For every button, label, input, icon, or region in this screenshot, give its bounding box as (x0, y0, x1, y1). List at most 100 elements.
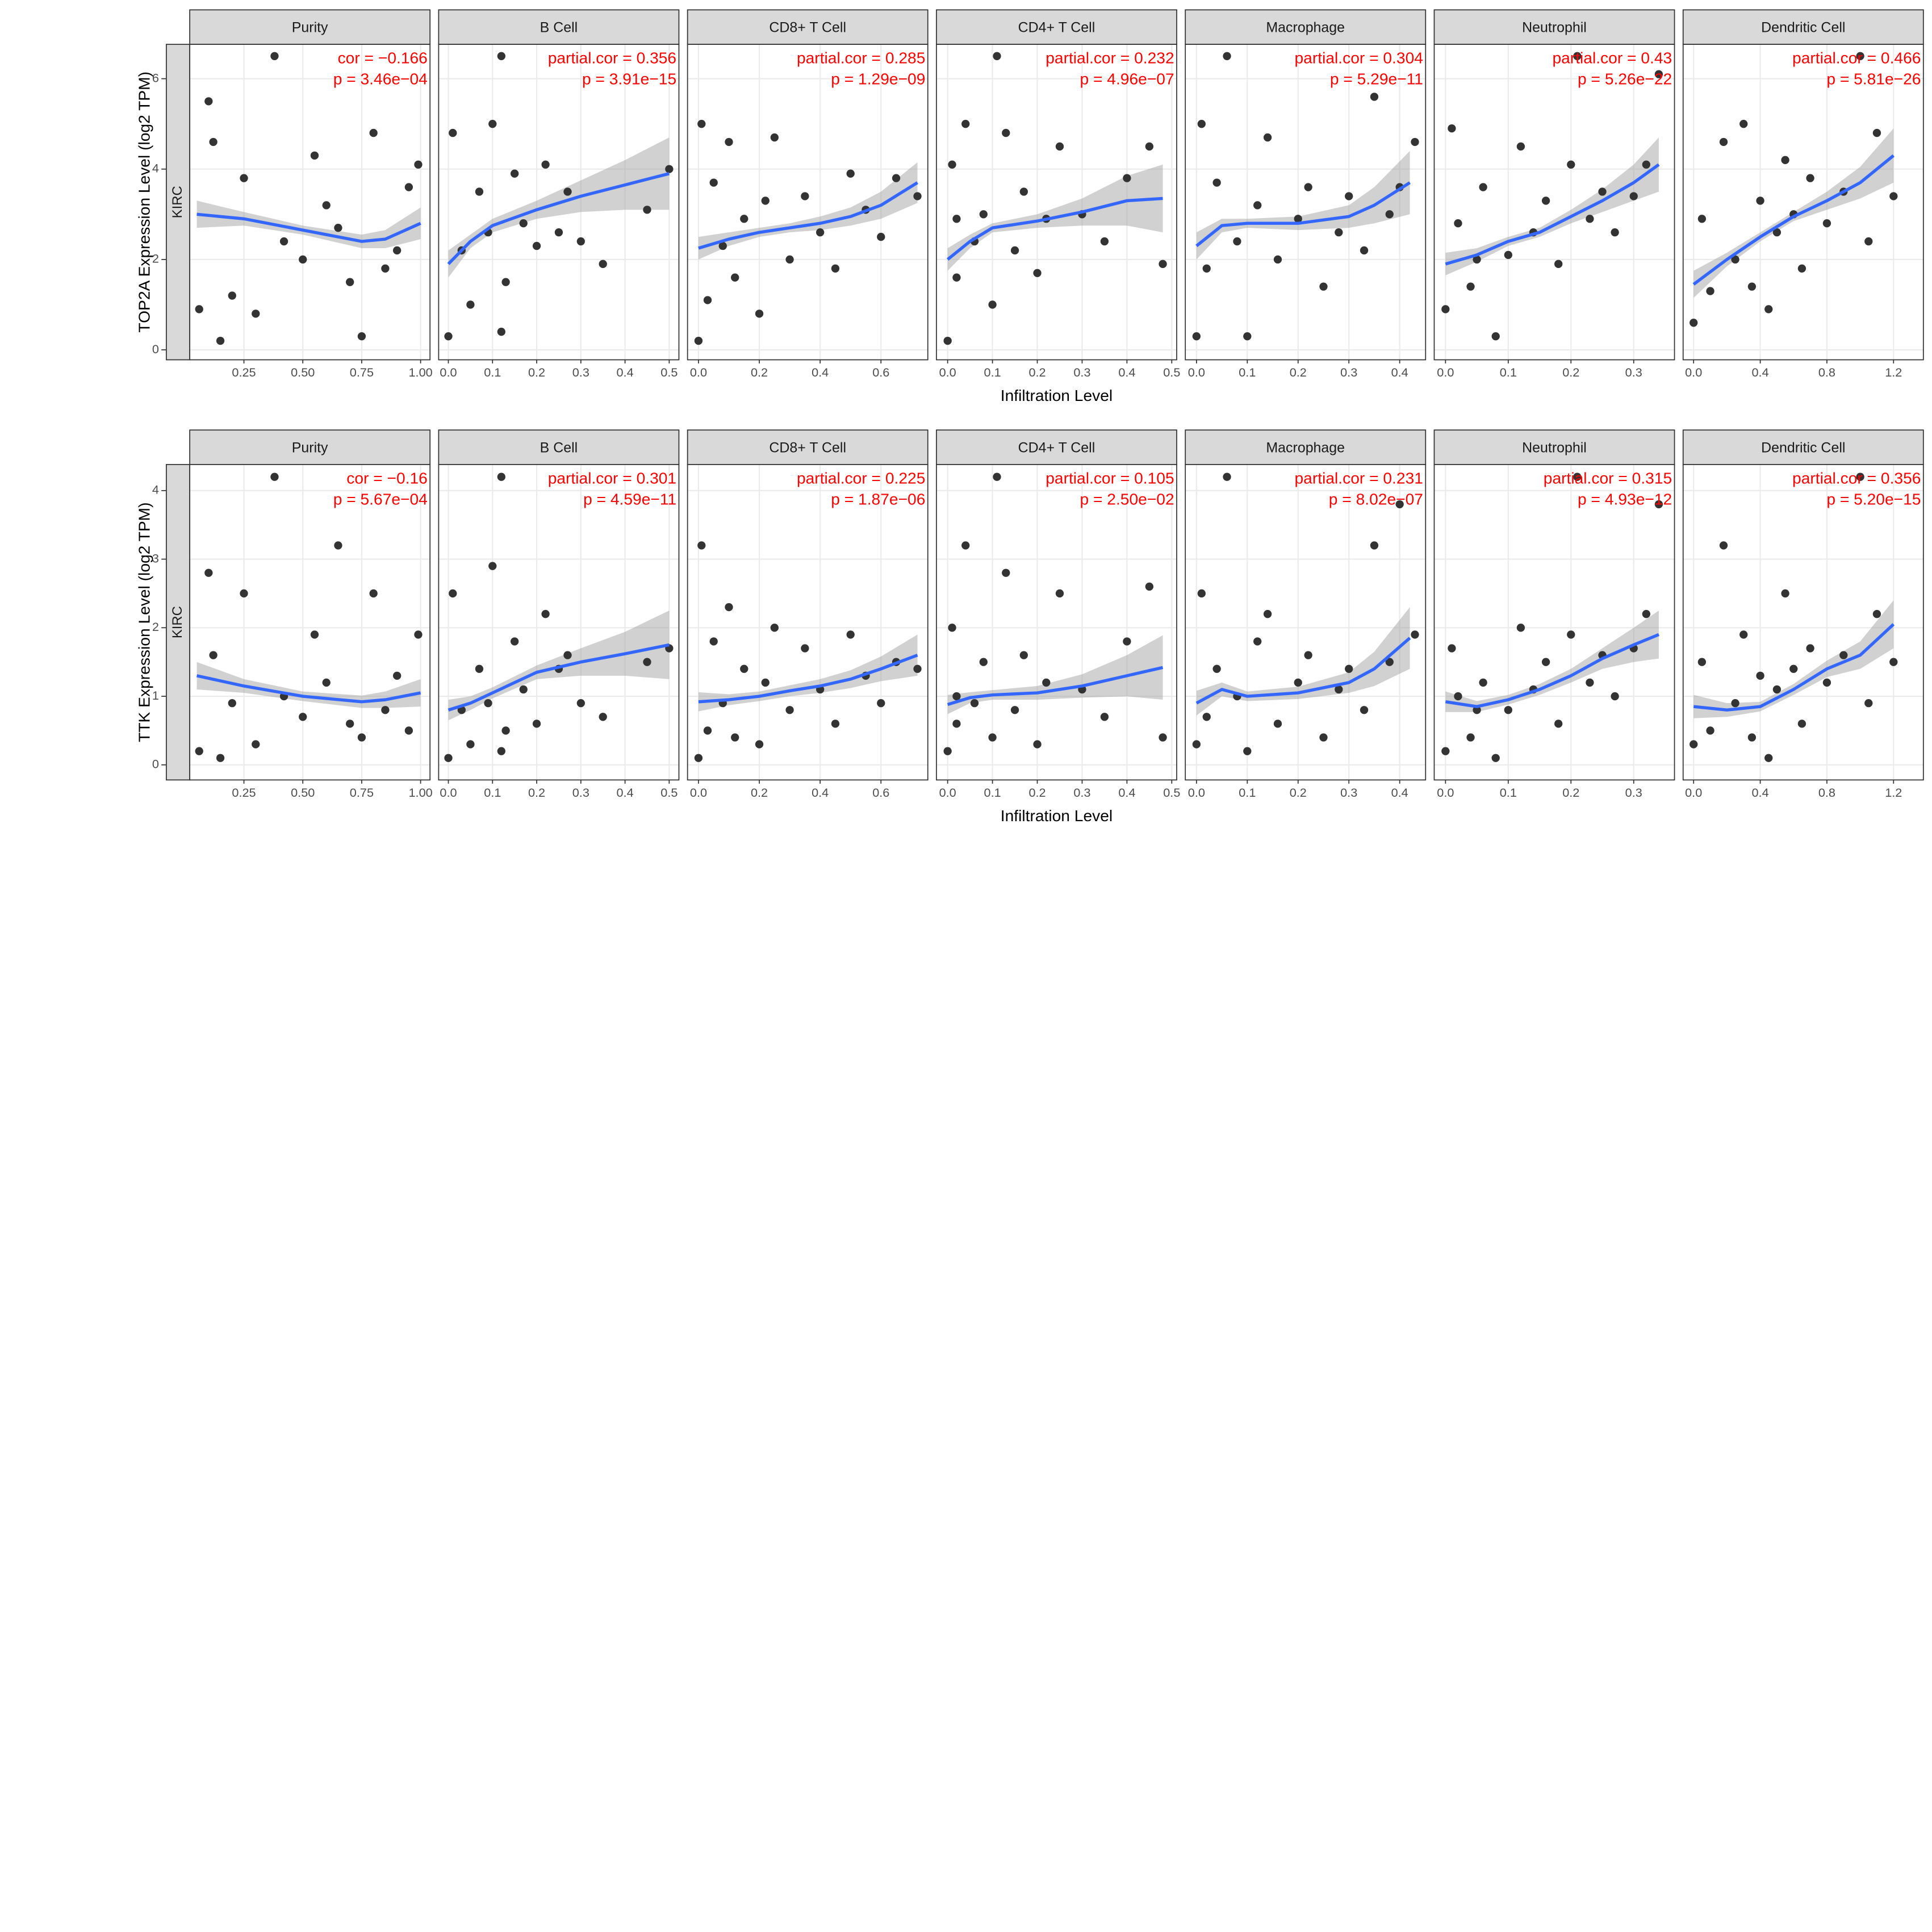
scatter-point (831, 264, 840, 273)
scatter-point (357, 332, 366, 341)
x-tick-label: 1.2 (1885, 365, 1902, 379)
x-tick-label: 0.0 (1188, 365, 1205, 379)
scatter-point (1360, 706, 1369, 714)
scatter-point (755, 310, 764, 318)
scatter-point (1731, 255, 1739, 264)
scatter-point (1159, 260, 1167, 268)
plot-background (438, 464, 679, 780)
scatter-point (1202, 264, 1211, 273)
scatter-point (1739, 119, 1748, 128)
panel-border (687, 464, 929, 781)
scatter-point (1145, 582, 1154, 591)
scatter-point (488, 119, 497, 128)
scatter-point (1145, 142, 1154, 151)
scatter-point (1033, 269, 1042, 277)
y-tick-label: 1 (152, 688, 159, 702)
x-tick-label: 0.25 (232, 785, 256, 800)
scatter-point (1864, 237, 1873, 246)
scatter-point (1654, 500, 1663, 509)
scatter-point (444, 754, 453, 762)
x-tick-label: 0.4 (1391, 365, 1408, 379)
scatter-point (993, 52, 1001, 60)
scatter-point (1253, 201, 1262, 210)
facet-strip (687, 9, 929, 45)
scatter-point (252, 310, 260, 318)
annotation: p = 8.02e−07 (1329, 490, 1423, 508)
scatter-point (1772, 685, 1782, 694)
x-tick-label: 0.2 (1562, 365, 1579, 379)
scatter-point (1697, 658, 1707, 666)
panel: CD8+ T Cell 0.0 0.2 0.4 0.6 partial.cor = 0.2… (687, 9, 929, 379)
scatter-point (1319, 282, 1328, 291)
scatter-point (1516, 624, 1525, 632)
facet-strip (1185, 9, 1427, 45)
scatter-point (1822, 219, 1831, 228)
scatter-point (1719, 541, 1728, 550)
scatter-point (1516, 142, 1525, 151)
row-strip-label: KIRC (170, 186, 185, 218)
scatter-point (1466, 733, 1475, 742)
scatter-point (1541, 196, 1550, 205)
scatter-point (1360, 246, 1369, 255)
plot-background (1185, 44, 1426, 360)
scatter-point (913, 664, 922, 673)
facet-title: CD4+ T Cell (1018, 19, 1095, 35)
scatter-point (1304, 651, 1312, 659)
scatter-point (948, 160, 956, 169)
scatter-point (1822, 678, 1831, 687)
panel: CD4+ T Cell 0.0 0.1 0.2 0.3 0.4 0.5 partial.cor… (936, 429, 1180, 800)
x-tick-label: 0.2 (1290, 785, 1307, 800)
scatter-point (1448, 124, 1456, 133)
scatter-point (270, 52, 279, 60)
annotation: p = 5.81e−26 (1826, 69, 1921, 87)
scatter-point (279, 237, 288, 246)
scatter-point (1889, 658, 1898, 666)
x-tick-label: 0.5 (1163, 365, 1180, 379)
scatter-point (554, 228, 563, 237)
facet-title: B Cell (540, 19, 578, 35)
x-tick-label: 0.3 (1340, 365, 1357, 379)
scatter-point (979, 658, 988, 666)
scatter-point (1541, 658, 1550, 666)
scatter-point (1019, 651, 1028, 659)
scatter-point (770, 133, 779, 142)
scatter-point (1598, 187, 1607, 196)
panel-border (1185, 464, 1427, 781)
scatter-point (541, 610, 550, 618)
annotation: partial.cor = 0.315 (1544, 469, 1672, 487)
scatter-point (988, 733, 997, 742)
scatter-point (488, 562, 497, 570)
scatter-point (694, 336, 703, 345)
scatter-point (334, 541, 342, 550)
scatter-point (731, 733, 739, 742)
scatter-point (195, 305, 203, 313)
scatter-point (1055, 142, 1064, 151)
scatter-point (1263, 133, 1272, 142)
x-tick-label: 0.4 (1391, 785, 1408, 800)
facet-title: Neutrophil (1522, 19, 1587, 35)
scatter-point (943, 747, 952, 755)
x-tick-label: 0.2 (751, 785, 768, 800)
y-tick-label: 0 (152, 757, 159, 771)
scatter-point (334, 224, 342, 232)
y-tick-label: 4 (152, 161, 159, 175)
facet-strip (438, 9, 680, 45)
scatter-point (740, 215, 748, 223)
x-tick-label: 0.75 (350, 785, 374, 800)
scatter-point (943, 336, 952, 345)
scatter-point (1273, 720, 1282, 728)
scatter-point (1739, 630, 1748, 639)
scatter-point (1335, 685, 1343, 694)
x-tick-label: 0.1 (984, 365, 1001, 379)
scatter-point (697, 119, 706, 128)
scatter-point (1448, 644, 1456, 653)
facet-title: Macrophage (1266, 19, 1345, 35)
scatter-point (1123, 637, 1131, 646)
x-tick-label: 0.4 (617, 785, 634, 800)
x-tick-label: 0.1 (484, 785, 501, 800)
plot-background (687, 464, 928, 780)
scatter-point (404, 726, 413, 735)
scatter-point (1385, 210, 1394, 219)
x-tick-label: 0.3 (1625, 365, 1642, 379)
x-tick-label: 0.3 (1340, 785, 1357, 800)
